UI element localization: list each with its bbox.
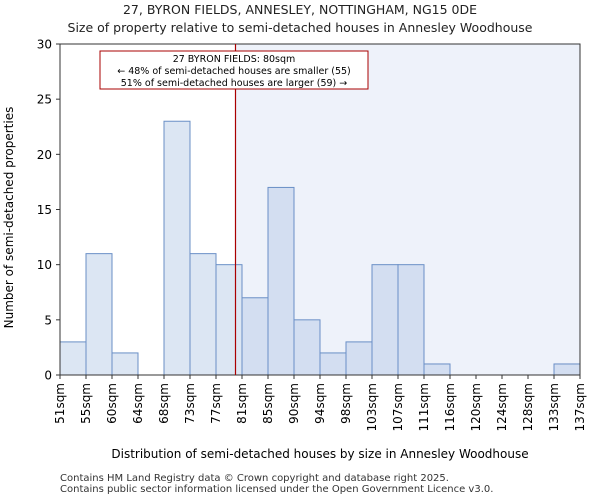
x-tick-label: 60sqm [105, 383, 119, 424]
histogram-bar [345, 341, 373, 376]
x-tick-label: 94sqm [313, 383, 327, 424]
y-tick-label: 10 [37, 258, 52, 272]
histogram-bar [267, 186, 295, 376]
y-tick-label: 20 [37, 148, 52, 162]
histogram-bar [215, 264, 243, 376]
x-tick-label: 111sqm [417, 383, 431, 431]
histogram-bar [371, 264, 399, 376]
histogram-bar [423, 363, 451, 376]
footer-line-1: Contains HM Land Registry data © Crown c… [60, 473, 449, 484]
histogram-bar [163, 120, 191, 376]
y-tick-label: 15 [37, 203, 52, 217]
annotation-line-1: 27 BYRON FIELDS: 80sqm [173, 54, 296, 65]
footer-line-2: Contains public sector information licen… [60, 484, 494, 495]
x-tick-label: 98sqm [339, 383, 353, 424]
annotation-box [99, 50, 369, 90]
x-axis-label: Distribution of semi-detached houses by … [111, 447, 528, 461]
x-tick-label: 120sqm [469, 383, 483, 431]
histogram-bar [553, 363, 581, 376]
histogram-bar [85, 253, 113, 376]
x-tick-label: 73sqm [183, 383, 197, 424]
y-axis-label: Number of semi-detached properties [2, 107, 16, 329]
histogram-bar [111, 352, 139, 376]
x-tick-label: 51sqm [53, 383, 67, 424]
x-tick-label: 55sqm [79, 383, 93, 424]
y-tick-label: 5 [44, 313, 52, 327]
histogram-bar [241, 297, 269, 376]
x-tick-label: 68sqm [157, 383, 171, 424]
histogram-bar [293, 319, 321, 376]
x-tick-label: 81sqm [235, 383, 249, 424]
x-tick-label: 103sqm [365, 383, 379, 431]
x-tick-label: 124sqm [495, 383, 509, 431]
chart-subtitle: Size of property relative to semi-detach… [67, 20, 533, 35]
y-tick-label: 25 [37, 93, 52, 107]
y-tick-label: 0 [44, 369, 52, 383]
histogram-bar [189, 253, 217, 376]
x-tick-label: 85sqm [261, 383, 275, 424]
histogram-chart: 0 5 10 15 20 25 30 51sqm 55sqm 60sqm 64sqm 68sqm 73s… [2, 38, 587, 462]
x-tick-label: 137sqm [573, 383, 587, 431]
histogram-bar [59, 341, 87, 376]
x-tick-label: 77sqm [209, 383, 223, 424]
histogram-bar [397, 264, 425, 376]
x-tick-label: 64sqm [131, 383, 145, 424]
x-tick-label: 107sqm [391, 383, 405, 431]
x-tick-label: 133sqm [547, 383, 561, 431]
y-tick-label: 30 [37, 38, 52, 52]
annotation-line-2: ← 48% of semi-detached houses are smalle… [117, 66, 351, 77]
x-tick-label: 128sqm [521, 383, 535, 431]
annotation-line-3: 51% of semi-detached houses are larger (… [121, 78, 348, 89]
x-tick-label: 116sqm [443, 383, 457, 431]
x-tick-label: 90sqm [287, 383, 301, 424]
histogram-bar [319, 352, 347, 376]
chart-title: 27, BYRON FIELDS, ANNESLEY, NOTTINGHAM, … [122, 2, 478, 17]
